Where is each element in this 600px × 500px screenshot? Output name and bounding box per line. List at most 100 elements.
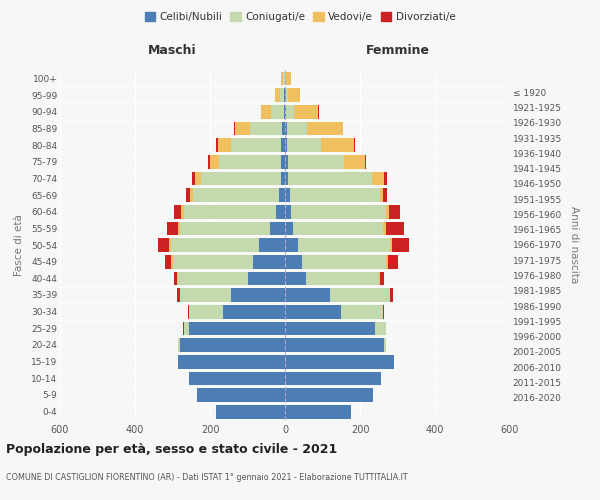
- Bar: [235, 122, 250, 135]
- Text: Popolazione per età, sesso e stato civile - 2021: Popolazione per età, sesso e stato civil…: [6, 442, 337, 456]
- Bar: [285, 255, 302, 268]
- Bar: [172, 255, 173, 268]
- Bar: [388, 255, 398, 268]
- Bar: [275, 88, 280, 102]
- Bar: [375, 322, 386, 335]
- Bar: [282, 122, 285, 135]
- Bar: [281, 155, 285, 168]
- Bar: [380, 272, 385, 285]
- Bar: [285, 155, 288, 168]
- Bar: [302, 255, 386, 268]
- Bar: [286, 88, 289, 102]
- Bar: [285, 238, 298, 252]
- Bar: [383, 222, 386, 235]
- Bar: [178, 355, 285, 368]
- Bar: [190, 322, 285, 335]
- Bar: [286, 72, 291, 85]
- Bar: [293, 222, 383, 235]
- Bar: [386, 205, 389, 218]
- Bar: [285, 388, 373, 402]
- Bar: [223, 305, 285, 318]
- Bar: [167, 222, 178, 235]
- Y-axis label: Fasce di età: Fasce di età: [14, 214, 24, 276]
- Bar: [307, 122, 343, 135]
- Bar: [259, 238, 285, 252]
- Bar: [285, 188, 290, 202]
- Bar: [288, 172, 373, 185]
- Bar: [216, 138, 218, 152]
- Bar: [280, 88, 284, 102]
- Bar: [288, 155, 344, 168]
- Text: Femmine: Femmine: [365, 44, 430, 57]
- Bar: [215, 405, 285, 418]
- Bar: [218, 138, 230, 152]
- Bar: [383, 172, 386, 185]
- Bar: [230, 288, 285, 302]
- Bar: [184, 205, 275, 218]
- Bar: [190, 305, 223, 318]
- Bar: [158, 238, 169, 252]
- Bar: [385, 338, 386, 352]
- Bar: [285, 105, 286, 118]
- Bar: [180, 222, 270, 235]
- Bar: [208, 155, 210, 168]
- Bar: [180, 288, 230, 302]
- Bar: [298, 238, 390, 252]
- Bar: [197, 388, 285, 402]
- Bar: [285, 355, 394, 368]
- Y-axis label: Anni di nascita: Anni di nascita: [569, 206, 578, 284]
- Bar: [177, 288, 179, 302]
- Bar: [379, 272, 380, 285]
- Bar: [174, 205, 181, 218]
- Bar: [383, 305, 385, 318]
- Bar: [285, 338, 385, 352]
- Bar: [280, 188, 285, 202]
- Text: COMUNE DI CASTIGLION FIORENTINO (AR) - Dati ISTAT 1° gennaio 2021 - Elaborazione: COMUNE DI CASTIGLION FIORENTINO (AR) - D…: [6, 472, 407, 482]
- Bar: [386, 255, 388, 268]
- Bar: [192, 172, 195, 185]
- Bar: [285, 222, 293, 235]
- Bar: [275, 205, 285, 218]
- Bar: [283, 72, 284, 85]
- Bar: [320, 138, 355, 152]
- Bar: [180, 338, 285, 352]
- Bar: [285, 288, 330, 302]
- Bar: [290, 188, 380, 202]
- Bar: [390, 238, 392, 252]
- Bar: [181, 205, 184, 218]
- Legend: Celibi/Nubili, Coniugati/e, Vedovi/e, Divorziati/e: Celibi/Nubili, Coniugati/e, Vedovi/e, Di…: [140, 8, 460, 26]
- Bar: [220, 155, 281, 168]
- Bar: [285, 138, 287, 152]
- Bar: [190, 372, 285, 385]
- Bar: [173, 255, 253, 268]
- Bar: [330, 288, 390, 302]
- Bar: [178, 338, 180, 352]
- Bar: [174, 272, 178, 285]
- Bar: [284, 105, 285, 118]
- Bar: [285, 172, 288, 185]
- Bar: [287, 122, 307, 135]
- Bar: [270, 222, 285, 235]
- Bar: [392, 238, 409, 252]
- Bar: [187, 305, 189, 318]
- Bar: [344, 155, 365, 168]
- Bar: [365, 155, 367, 168]
- Bar: [262, 105, 271, 118]
- Bar: [164, 255, 172, 268]
- Bar: [389, 205, 400, 218]
- Bar: [286, 105, 294, 118]
- Text: Maschi: Maschi: [148, 44, 197, 57]
- Bar: [305, 272, 379, 285]
- Bar: [184, 322, 190, 335]
- Bar: [230, 138, 281, 152]
- Bar: [285, 122, 287, 135]
- Bar: [178, 272, 248, 285]
- Bar: [253, 255, 285, 268]
- Bar: [386, 222, 404, 235]
- Bar: [287, 138, 320, 152]
- Bar: [271, 105, 284, 118]
- Bar: [380, 188, 383, 202]
- Bar: [285, 322, 375, 335]
- Bar: [169, 238, 170, 252]
- Bar: [285, 305, 341, 318]
